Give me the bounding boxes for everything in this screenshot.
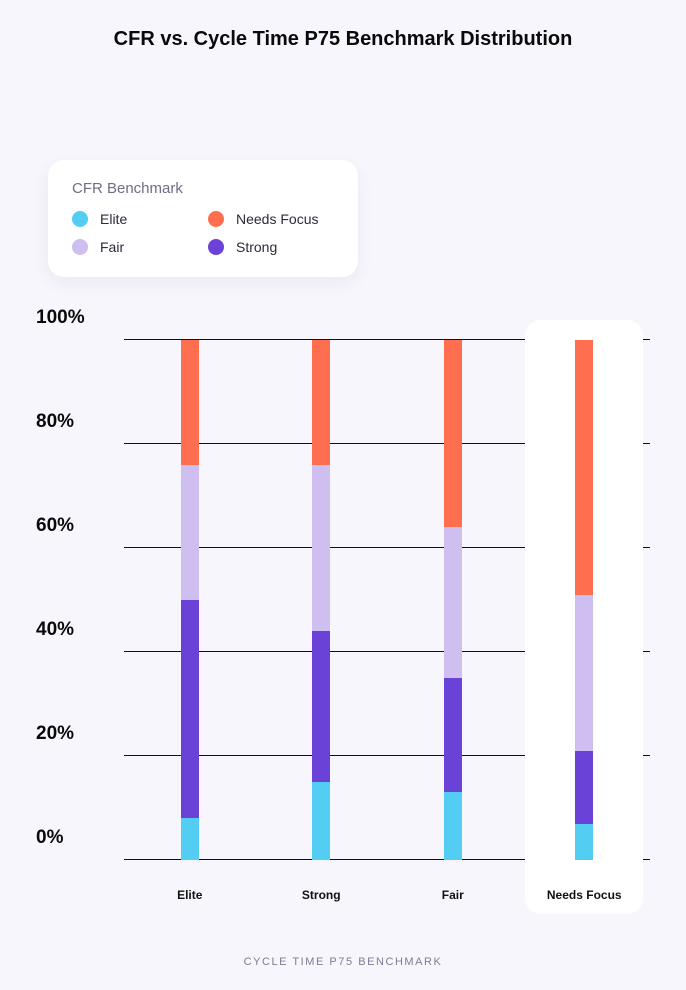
legend-label: Elite [100,211,127,227]
bar-seg-fair [575,595,593,751]
legend-grid: Elite Needs Focus Fair Strong [72,211,336,255]
bar-seg-needs-focus [312,340,330,465]
y-tick: 100% [36,307,85,329]
bars-row [124,340,650,860]
x-label: Strong [258,888,384,902]
bar-seg-fair [444,527,462,678]
bar [181,340,199,860]
bar-col-elite [127,340,253,860]
x-label: Fair [390,888,516,902]
bar-seg-strong [312,631,330,782]
legend-label: Strong [236,239,277,255]
y-tick: 20% [36,723,74,745]
y-tick: 80% [36,411,74,433]
bar-seg-needs-focus [575,340,593,595]
legend-item: Fair [72,239,200,255]
bar-seg-needs-focus [181,340,199,465]
x-label: Elite [127,888,253,902]
bar-seg-elite [312,782,330,860]
bar-col-needs-focus [521,340,647,860]
bar-seg-elite [575,824,593,860]
x-labels: Elite Strong Fair Needs Focus [124,888,650,902]
bar-seg-strong [181,600,199,818]
bar-seg-elite [444,792,462,860]
bar-col-fair [390,340,516,860]
bar [444,340,462,860]
page: CFR vs. Cycle Time P75 Benchmark Distrib… [0,0,686,990]
bar-seg-fair [181,465,199,600]
y-axis: 100% 80% 60% 40% 20% 0% [36,340,111,860]
bar [575,340,593,860]
y-tick: 0% [36,827,63,849]
plot-area [124,340,650,860]
y-tick: 60% [36,515,74,537]
bar-seg-needs-focus [444,340,462,527]
legend-item: Strong [208,239,336,255]
bar-col-strong [258,340,384,860]
bar [312,340,330,860]
bar-seg-fair [312,465,330,631]
legend-item: Elite [72,211,200,227]
legend-label: Fair [100,239,124,255]
bar-seg-strong [444,678,462,792]
chart-area: 100% 80% 60% 40% 20% 0% [36,340,650,920]
bar-seg-elite [181,818,199,860]
legend-swatch-fair [72,239,88,255]
legend-swatch-needs-focus [208,211,224,227]
legend-swatch-strong [208,239,224,255]
y-tick: 40% [36,619,74,641]
x-label: Needs Focus [521,888,647,902]
legend-item: Needs Focus [208,211,336,227]
chart-title: CFR vs. Cycle Time P75 Benchmark Distrib… [36,28,650,51]
legend-swatch-elite [72,211,88,227]
legend-card: CFR Benchmark Elite Needs Focus Fair Str… [48,160,358,277]
bar-seg-strong [575,751,593,824]
x-axis-title: CYCLE TIME P75 BENCHMARK [0,956,686,968]
legend-label: Needs Focus [236,211,318,227]
legend-title: CFR Benchmark [72,180,336,197]
